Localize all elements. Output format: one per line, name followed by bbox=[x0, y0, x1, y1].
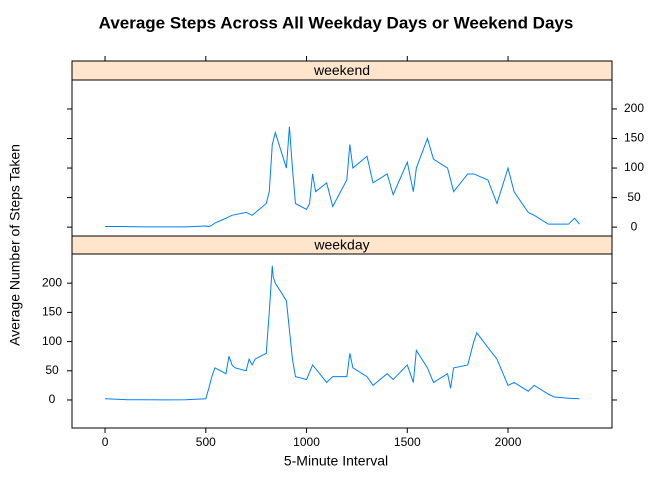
y-tick-label: 100 bbox=[624, 160, 644, 174]
x-tick-label: 1000 bbox=[293, 435, 320, 449]
x-tick-label: 1500 bbox=[394, 435, 421, 449]
y-tick-label: 100 bbox=[42, 334, 62, 348]
y-tick-label: 50 bbox=[627, 190, 641, 204]
series-line bbox=[105, 265, 580, 401]
y-tick-label: 0 bbox=[631, 219, 638, 233]
panel-frame bbox=[71, 253, 613, 429]
series-line bbox=[105, 126, 580, 228]
strip-label: weekend bbox=[313, 62, 370, 78]
y-tick-label: 200 bbox=[624, 101, 644, 115]
x-tick-label: 500 bbox=[196, 435, 216, 449]
strip-label: weekday bbox=[313, 237, 369, 253]
y-tick-label: 150 bbox=[42, 305, 62, 319]
x-tick-label: 2000 bbox=[495, 435, 522, 449]
y-tick-label: 150 bbox=[624, 131, 644, 145]
y-tick-label: 200 bbox=[42, 275, 62, 289]
x-tick-label: 0 bbox=[102, 435, 109, 449]
x-axis-label: 5-Minute Interval bbox=[284, 453, 388, 469]
y-tick-label: 0 bbox=[49, 392, 56, 406]
chart-title: Average Steps Across All Weekday Days or… bbox=[99, 13, 574, 32]
y-tick-label: 50 bbox=[45, 363, 59, 377]
y-axis-label: Average Number of Steps Taken bbox=[7, 144, 23, 346]
